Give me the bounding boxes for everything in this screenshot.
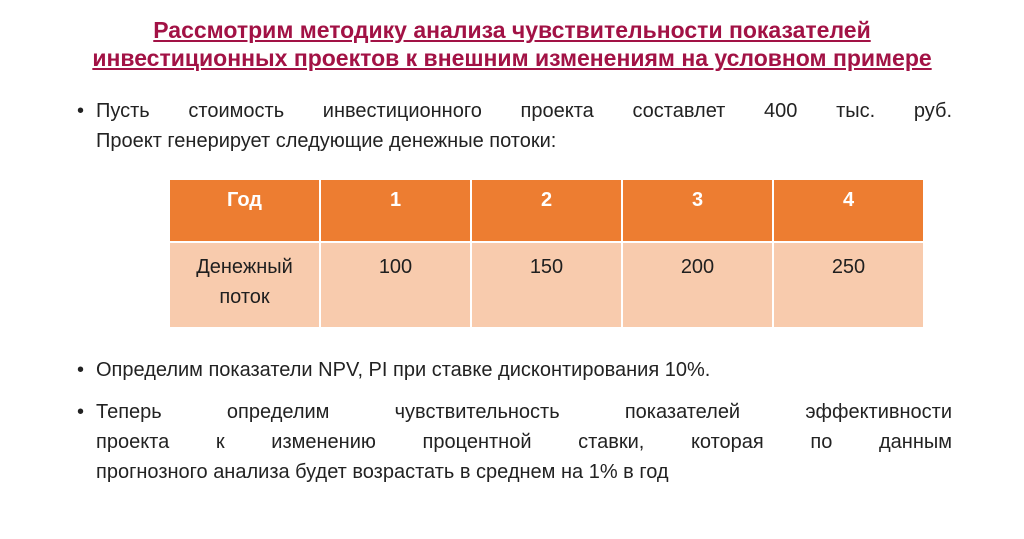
- bullet-text-line: Теперь определим чувствительность показа…: [96, 401, 952, 423]
- slide-title-line-2: инвестиционных проектов к внешним измене…: [92, 45, 932, 71]
- table-header-cell-3: 3: [621, 178, 774, 243]
- slide-title: Рассмотрим методику анализа чувствительн…: [38, 16, 986, 72]
- table-header-cell-1: 1: [319, 178, 472, 243]
- bullet-icon: •: [77, 401, 85, 423]
- cash-flow-table: Год 1 2 3 4 Денежный поток 100 150 200 2…: [168, 178, 925, 329]
- table-header-row: Год 1 2 3 4: [168, 178, 925, 243]
- bullet-text-line: Пусть стоимость инвестиционного проекта …: [96, 100, 952, 122]
- bullet-text-line: Проект генерирует следующие денежные пот…: [96, 130, 557, 152]
- slide-title-line-1: Рассмотрим методику анализа чувствительн…: [153, 17, 871, 43]
- bullet-icon: •: [77, 359, 85, 381]
- bullet-item-project-cost: • Пусть стоимость инвестиционного проект…: [77, 96, 952, 156]
- table-cell-value-1: 100: [319, 241, 472, 329]
- table-cell-value-4: 250: [772, 241, 925, 329]
- bullet-item-sensitivity: • Теперь определим чувствительность пока…: [77, 397, 952, 487]
- table-cell-value-3: 200: [621, 241, 774, 329]
- table-header-cell-2: 2: [470, 178, 623, 243]
- bullet-text-line: проекта к изменению процентной ставки, к…: [96, 431, 952, 453]
- table-header-cell-year: Год: [168, 178, 321, 243]
- table-header-cell-4: 4: [772, 178, 925, 243]
- table-cell-value-2: 150: [470, 241, 623, 329]
- bullet-icon: •: [77, 100, 85, 122]
- table-row-label: Денежный поток: [168, 241, 321, 329]
- cash-flow-table-container: Год 1 2 3 4 Денежный поток 100 150 200 2…: [168, 178, 925, 329]
- bullet-text-line: Определим показатели NPV, PI при ставке …: [96, 359, 711, 381]
- table-data-row: Денежный поток 100 150 200 250: [168, 241, 925, 329]
- bullet-text-line: прогнозного анализа будет возрастать в с…: [96, 461, 669, 483]
- bullet-item-npv-pi: • Определим показатели NPV, PI при ставк…: [77, 355, 952, 385]
